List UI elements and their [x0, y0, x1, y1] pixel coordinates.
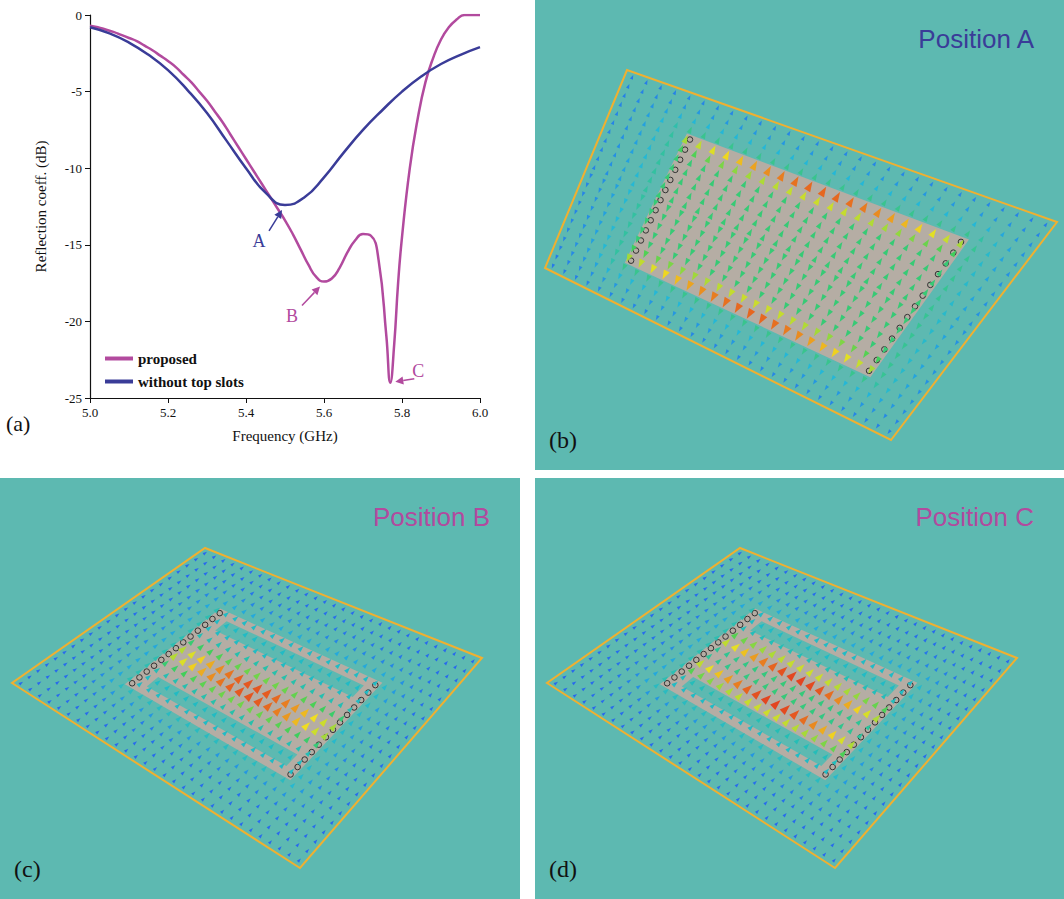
svg-text:5.6: 5.6 [316, 405, 333, 420]
svg-text:0: 0 [76, 8, 83, 23]
svg-text:Frequency (GHz): Frequency (GHz) [232, 428, 337, 445]
svg-text:(a): (a) [6, 411, 30, 436]
svg-text:C: C [412, 361, 424, 381]
svg-text:proposed: proposed [138, 351, 198, 367]
svg-text:5.2: 5.2 [160, 405, 176, 420]
svg-text:(c): (c) [14, 856, 41, 882]
svg-text:(d): (d) [549, 856, 577, 882]
svg-text:5.8: 5.8 [394, 405, 410, 420]
svg-text:Position C: Position C [916, 502, 1035, 532]
svg-text:6.0: 6.0 [472, 405, 488, 420]
svg-text:A: A [253, 231, 266, 251]
svg-text:5.4: 5.4 [238, 405, 255, 420]
svg-text:-5: -5 [71, 84, 82, 99]
svg-text:without top slots: without top slots [138, 374, 244, 390]
svg-text:Position B: Position B [373, 502, 490, 532]
svg-text:Position A: Position A [918, 24, 1034, 54]
svg-text:Reflection coeff. (dB): Reflection coeff. (dB) [33, 141, 50, 273]
svg-text:B: B [286, 306, 298, 326]
svg-text:-10: -10 [65, 161, 82, 176]
svg-text:-15: -15 [65, 237, 82, 252]
svg-text:5.0: 5.0 [82, 405, 98, 420]
svg-text:-20: -20 [65, 314, 82, 329]
svg-text:-25: -25 [65, 391, 82, 406]
svg-text:(b): (b) [549, 427, 577, 453]
